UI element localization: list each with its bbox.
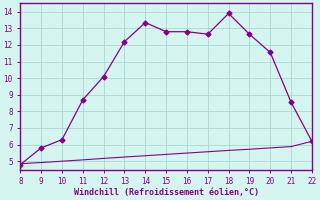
X-axis label: Windchill (Refroidissement éolien,°C): Windchill (Refroidissement éolien,°C) — [74, 188, 259, 197]
